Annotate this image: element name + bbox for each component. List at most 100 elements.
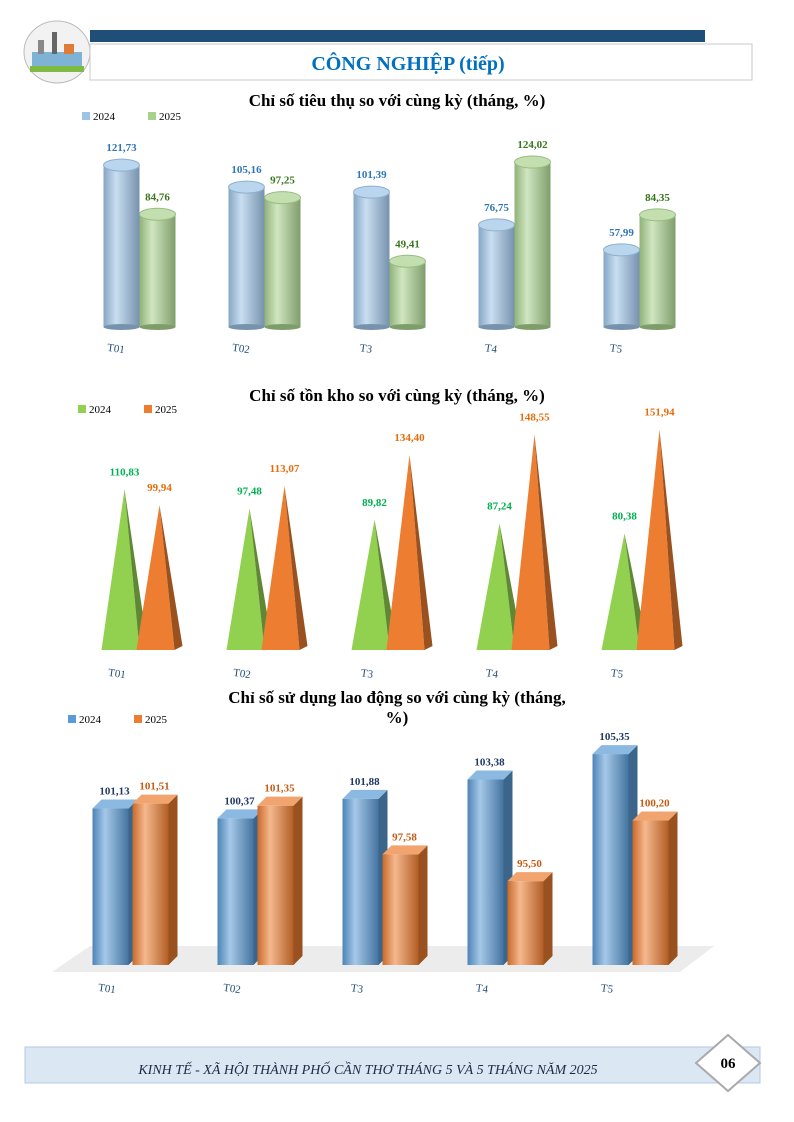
legend-swatch bbox=[68, 715, 76, 723]
footer-text: KINH TẾ - XÃ HỘI THÀNH PHỐ CẦN THƠ THÁNG… bbox=[137, 1060, 597, 1078]
legend-swatch bbox=[134, 715, 142, 723]
bar bbox=[342, 798, 379, 965]
legend-label: 2025 bbox=[159, 111, 182, 123]
value-label: 87,24 bbox=[487, 501, 512, 513]
bar-base bbox=[514, 324, 551, 330]
bar bbox=[92, 808, 129, 965]
bar bbox=[217, 818, 254, 965]
bar-top bbox=[592, 745, 638, 755]
bar-base bbox=[389, 324, 426, 330]
bar-side bbox=[124, 489, 148, 650]
bar bbox=[476, 523, 515, 650]
legend-label: 2024 bbox=[79, 714, 102, 726]
bar bbox=[139, 214, 176, 327]
bar bbox=[386, 455, 425, 650]
legend-swatch bbox=[148, 112, 156, 120]
value-label: 151,94 bbox=[644, 407, 675, 419]
bar-base bbox=[139, 324, 176, 330]
value-label: 84,35 bbox=[645, 192, 670, 204]
chart-title: Chỉ số sử dụng lao động so với cùng kỳ (… bbox=[228, 688, 566, 727]
bar-top bbox=[353, 185, 390, 199]
bar-side bbox=[418, 845, 428, 965]
footer-box bbox=[24, 1046, 761, 1084]
bar-top bbox=[217, 809, 263, 819]
value-label: 113,07 bbox=[270, 463, 300, 475]
value-label: 101,35 bbox=[264, 783, 295, 795]
bar-top bbox=[103, 158, 140, 172]
bar bbox=[103, 165, 140, 327]
bar-side bbox=[159, 505, 183, 650]
legend-swatch bbox=[82, 112, 90, 120]
bar-base bbox=[228, 324, 265, 330]
value-label: 101,51 bbox=[139, 781, 169, 793]
value-label: 121,73 bbox=[106, 142, 137, 154]
page-number: 06 bbox=[721, 1056, 737, 1072]
value-label: 95,50 bbox=[517, 858, 542, 870]
legend-label: 2025 bbox=[155, 404, 178, 416]
bar bbox=[592, 754, 629, 965]
bar-base bbox=[639, 324, 676, 330]
bar bbox=[511, 434, 550, 650]
value-label: 105,16 bbox=[231, 164, 262, 176]
value-label: 97,58 bbox=[392, 831, 417, 843]
value-label: 124,02 bbox=[517, 139, 548, 151]
bar-side bbox=[543, 872, 553, 965]
bar-top bbox=[632, 811, 678, 821]
bar bbox=[264, 197, 301, 327]
value-label: 105,35 bbox=[599, 731, 630, 743]
bar bbox=[382, 854, 419, 965]
bar bbox=[351, 519, 390, 650]
x-tick-label: T01 bbox=[97, 982, 116, 996]
bar-top bbox=[228, 180, 265, 194]
bar-top bbox=[264, 191, 301, 205]
bar bbox=[228, 187, 265, 327]
x-tick-label: T5 bbox=[600, 982, 614, 996]
bar-top bbox=[132, 794, 178, 804]
x-tick-label: T3 bbox=[360, 667, 374, 681]
bar bbox=[353, 192, 390, 327]
bar-base bbox=[264, 324, 301, 330]
bar-top bbox=[257, 796, 303, 806]
x-tick-label: T01 bbox=[106, 342, 125, 356]
x-tick-label: T02 bbox=[231, 342, 250, 356]
bar bbox=[601, 533, 640, 650]
x-tick-label: T01 bbox=[107, 667, 126, 681]
bar-top bbox=[603, 243, 640, 257]
logo bbox=[23, 20, 91, 84]
bar-top bbox=[382, 845, 428, 855]
bar-base bbox=[103, 324, 140, 330]
bar-top bbox=[342, 789, 388, 799]
bar-base bbox=[478, 324, 515, 330]
bar-top bbox=[92, 799, 138, 809]
value-label: 101,39 bbox=[356, 169, 387, 181]
bar-side bbox=[409, 455, 433, 650]
bar-side bbox=[168, 794, 178, 965]
x-tick-label: T5 bbox=[610, 667, 624, 681]
value-label: 101,88 bbox=[349, 776, 380, 788]
x-tick-label: T02 bbox=[222, 982, 241, 996]
x-tick-label: T5 bbox=[609, 342, 623, 356]
legend-label: 2024 bbox=[93, 111, 116, 123]
value-label: 80,38 bbox=[612, 510, 637, 522]
x-tick-label: T4 bbox=[485, 667, 499, 681]
bar-top bbox=[389, 254, 426, 268]
bar bbox=[514, 162, 551, 327]
legend-label: 2025 bbox=[145, 714, 168, 726]
bar bbox=[636, 429, 675, 650]
bar bbox=[132, 803, 169, 965]
bar bbox=[101, 489, 140, 650]
bar bbox=[257, 805, 294, 965]
chart-title: Chỉ số tồn kho so với cùng kỳ (tháng, %) bbox=[249, 386, 545, 405]
bar bbox=[467, 779, 504, 965]
value-label: 103,38 bbox=[474, 756, 505, 768]
header-bar bbox=[90, 30, 705, 42]
x-tick-label: T02 bbox=[232, 667, 251, 681]
header-title: CÔNG NGHIỆP (tiếp) bbox=[311, 51, 504, 75]
bar-top bbox=[507, 872, 553, 882]
value-label: 76,75 bbox=[484, 202, 509, 214]
bar-side bbox=[534, 434, 558, 650]
bar-base bbox=[603, 324, 640, 330]
bar-base bbox=[353, 324, 390, 330]
legend-swatch bbox=[144, 405, 152, 413]
value-label: 100,20 bbox=[639, 798, 670, 810]
